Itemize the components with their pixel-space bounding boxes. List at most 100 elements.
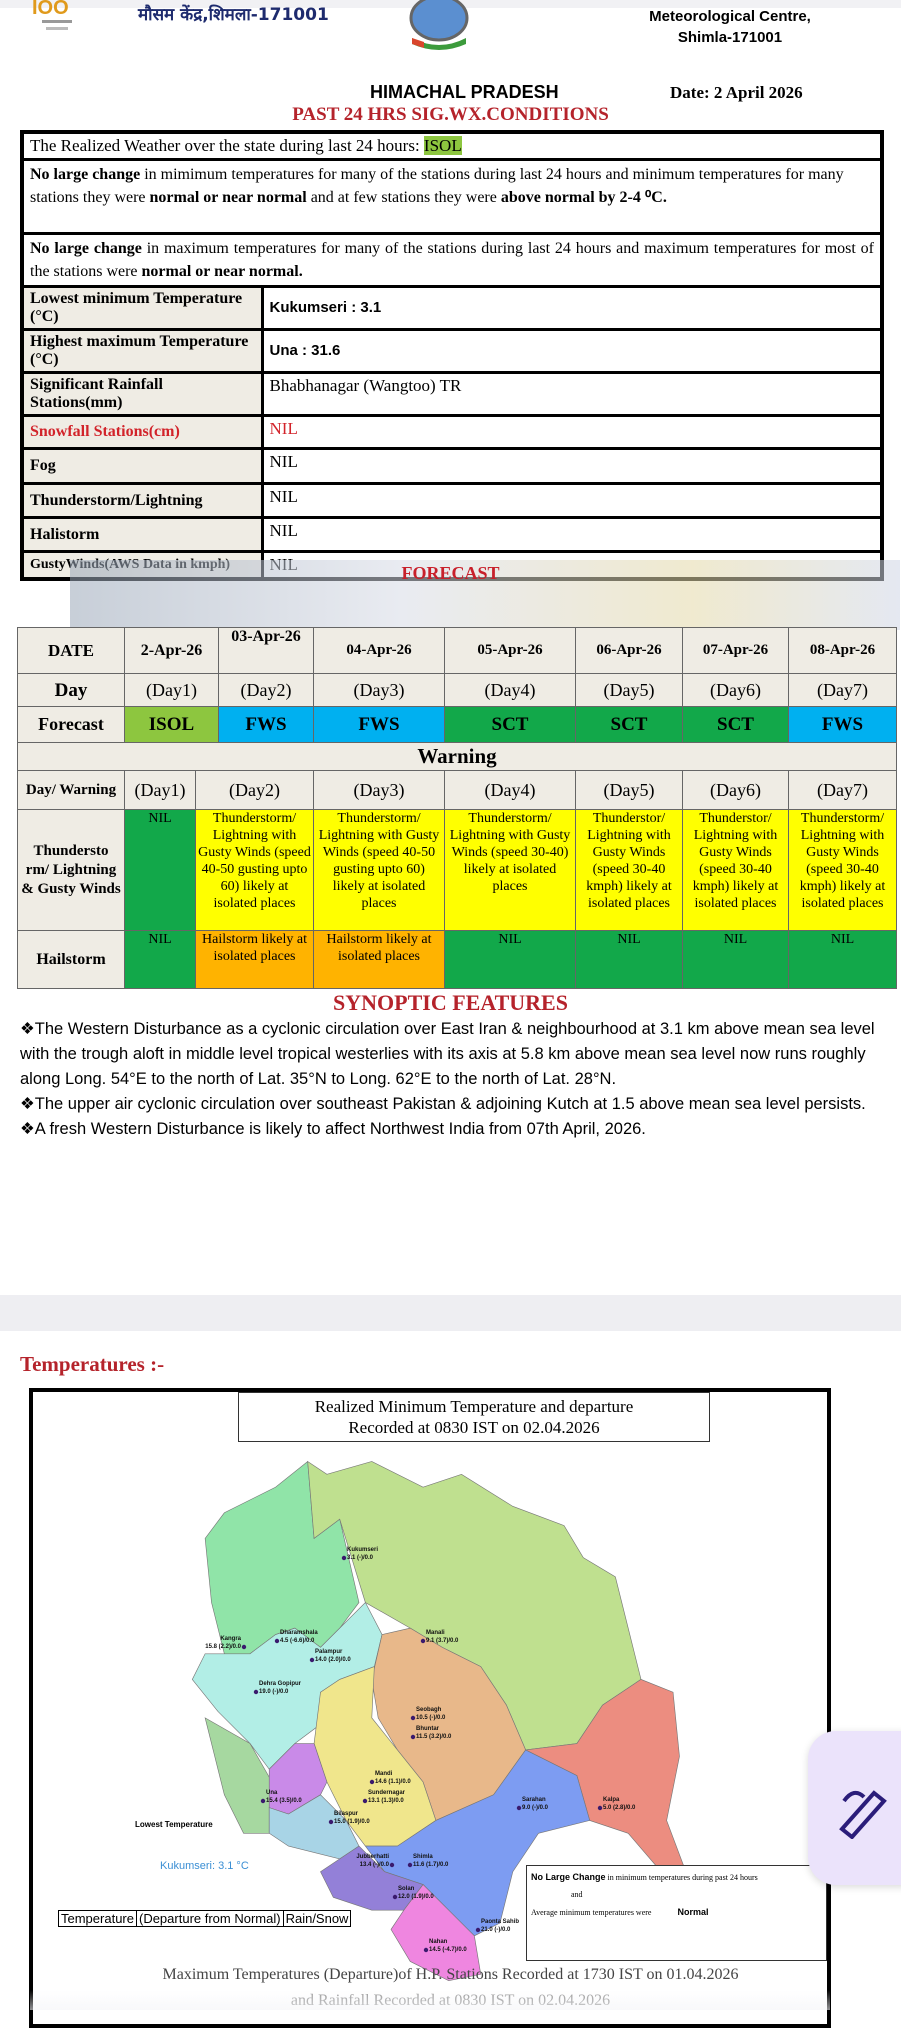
forecast-cell: SCT — [444, 706, 576, 743]
sig-row: Thunderstorm/Lightning NIL — [20, 482, 884, 519]
station-marker — [410, 1715, 416, 1721]
lowest-temp-value: Kukumseri: 3.1 °C — [160, 1860, 249, 1872]
min-text: in mimimum temperatures for many of the … — [30, 166, 844, 206]
station-marker — [309, 1657, 315, 1663]
warning-cell: NIL — [124, 930, 196, 989]
row-label: Lowest minimum Temperature (°C) — [20, 285, 264, 331]
warning-cell: Thunderstor/ Lightning with Gusty Winds … — [575, 809, 683, 931]
row-label: Highest maximum Temperature (°C) — [20, 328, 264, 374]
min-temp-summary-row: No large change in mimimum temperatures … — [20, 158, 884, 235]
station-marker — [392, 1894, 398, 1900]
realized-value: ISOL — [423, 136, 462, 155]
min-bold-3: above normal by 2-4 ⁰C. — [500, 189, 667, 206]
max-text: in maximum temperatures for many of the … — [30, 240, 875, 280]
day-cell: (Day7) — [788, 770, 897, 810]
date-cell: 07-Apr-26 — [682, 627, 789, 674]
date-cell: 05-Apr-26 — [444, 627, 576, 674]
station-marker — [241, 1644, 247, 1650]
state-title: HIMACHAL PRADESH — [370, 82, 559, 102]
forecast-title: FORECAST — [401, 563, 500, 583]
day-warning-label: Day/ Warning — [17, 770, 125, 810]
station-value: 11.5 (3.2)/0.0 — [416, 1734, 452, 1740]
warning-title-row: Warning — [17, 742, 897, 771]
realized-label: The Realized Weather over the state duri… — [30, 136, 424, 155]
day-cell: (Day1) — [124, 770, 196, 810]
forecast-row: Forecast ISOL FWS FWS SCT SCT SCT FWS — [17, 706, 897, 743]
station-name: Dehra Gopipur — [259, 1681, 302, 1687]
day-cell: (Day3) — [313, 770, 445, 810]
day-cell: (Day6) — [682, 770, 789, 810]
min-bold-2: normal or near normal — [149, 189, 307, 206]
realized-weather-row: The Realized Weather over the state duri… — [20, 130, 884, 161]
station-value: 14.0 (2.0)/0.0 — [315, 1657, 351, 1663]
map-legend: No Large Change in minimum temperatures … — [526, 1865, 827, 1961]
date-cell: 06-Apr-26 — [575, 627, 683, 674]
imd-emblem-logo — [409, 0, 469, 50]
row-label: Significant Rainfall Stations(mm) — [20, 371, 264, 417]
station-value: 21.0 (-)/0.0 — [481, 1927, 511, 1933]
row-label: Halistorm — [20, 516, 264, 553]
sig-row: Fog NIL — [20, 447, 884, 485]
station-value: 15.8 (2.2)/0.0 — [205, 1644, 241, 1650]
legend-bold: No Large Change — [531, 1872, 606, 1882]
station-name: Palampur — [315, 1649, 343, 1655]
hindi-title: मौसम केंद्र,शिमला-171001 — [138, 5, 329, 25]
key-rain-snow: Rain/Snow — [285, 1911, 349, 1926]
warning-cell: NIL — [575, 930, 683, 989]
station-marker — [369, 1779, 375, 1785]
pen-icon — [839, 1790, 887, 1840]
station-marker — [423, 1947, 429, 1953]
station-name: Sarahan — [522, 1797, 546, 1803]
warning-cell: Hailstorm likely at isolated places — [313, 930, 445, 989]
day-cell: (Day4) — [444, 673, 576, 707]
station-name: Kukumseri — [347, 1547, 378, 1553]
page-separator — [0, 1295, 901, 1331]
warning-cell: Thunderstorm/ Lightning with Gusty Winds… — [444, 809, 576, 931]
row-label: Snowfall Stations(cm) — [20, 414, 264, 450]
day-warning-row: Day/ Warning (Day1) (Day2) (Day3) (Day4) (Da… — [17, 770, 897, 810]
station-name: Kangra — [220, 1636, 241, 1642]
legend-normal: Normal — [677, 1907, 709, 1917]
floating-edit-button[interactable] — [808, 1731, 901, 1885]
warning-cell: NIL — [682, 930, 789, 989]
centre-line-2: Shimla-171001 — [677, 29, 783, 46]
district-sirmaur — [390, 1884, 482, 1982]
station-value: 3.1 (-)/0.0 — [347, 1555, 374, 1561]
station-value: 13.4 (-)/0.0 — [360, 1862, 390, 1868]
imd-100-logo: IOO — [32, 0, 72, 30]
station-name: Bilaspur — [334, 1811, 359, 1817]
sig-row: Snowfall Stations(cm) NIL — [20, 414, 884, 450]
date-row: DATE 2-Apr-26 03-Apr-26 04-Apr-26 05-Apr… — [17, 627, 897, 674]
centre-line-1: Meteorological Centre, — [649, 8, 811, 25]
max-bold-2: normal or near normal. — [141, 263, 303, 280]
warning-cell: NIL — [124, 809, 196, 931]
lowest-temp-label: Lowest Temperature — [135, 1820, 213, 1829]
max-temp-summary-row: No large change in maximum temperatures … — [20, 232, 884, 288]
day-cell: (Day6) — [682, 673, 789, 707]
station-value: 15.0 (1.9)/0.0 — [334, 1819, 370, 1825]
station-marker — [410, 1734, 416, 1740]
warning-cell: Thunderstor/ Lightning with Gusty Winds … — [682, 809, 789, 931]
station-marker — [389, 1862, 395, 1868]
date-cell: 03-Apr-26 — [218, 627, 314, 674]
station-value: 14.6 (1.1)/0.0 — [375, 1779, 411, 1785]
synoptic-item: ❖The Western Disturbance as a cyclonic c… — [20, 1020, 875, 1088]
station-name: Seobagh — [416, 1707, 442, 1713]
forecast-cell: FWS — [313, 706, 445, 743]
key-departure: (Departure from Normal) — [137, 1911, 284, 1926]
background-photo — [70, 560, 900, 630]
station-value: 14.5 (-4.7)/0.0 — [429, 1947, 467, 1953]
station-value: 5.0 (2.8)/0.0 — [603, 1805, 636, 1811]
station-value: 10.5 (-)/0.0 — [416, 1715, 446, 1721]
min-bold: No large change — [30, 166, 141, 183]
station-marker — [328, 1819, 334, 1825]
warning-title: Warning — [17, 742, 897, 771]
max-bold: No large change — [30, 240, 142, 257]
row-value: NIL — [260, 482, 884, 519]
warning-cell: Hailstorm likely at isolated places — [195, 930, 314, 989]
row-label: Fog — [20, 447, 264, 485]
station-value: 11.6 (1.7)/0.0 — [413, 1862, 449, 1868]
map-title: Realized Minimum Temperature and departu… — [238, 1392, 710, 1442]
day-cell: (Day2) — [218, 673, 314, 707]
station-value: 19.0 (-)/0.0 — [259, 1689, 289, 1695]
